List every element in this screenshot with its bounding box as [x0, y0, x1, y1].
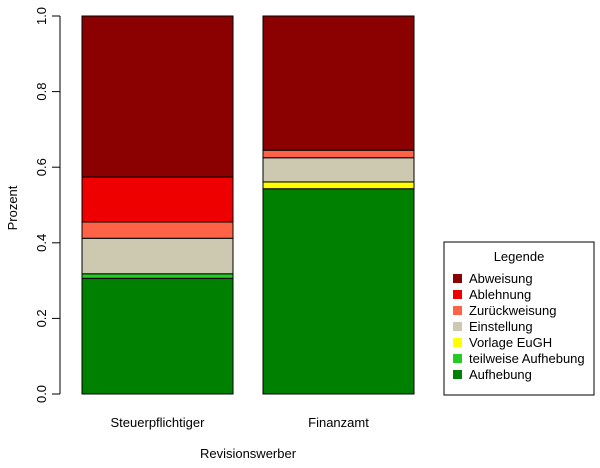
legend-swatch [453, 306, 462, 315]
y-tick-label: 1.0 [34, 7, 49, 25]
x-tick-label: Steuerpflichtiger [111, 415, 206, 430]
legend-swatch [453, 322, 462, 331]
legend-label: Vorlage EuGH [469, 335, 552, 350]
legend-label: Abweisung [469, 271, 533, 286]
bar-segment [262, 15, 415, 151]
bar-segment [81, 15, 234, 178]
bar-segment [81, 221, 234, 239]
bar-segment [262, 157, 415, 183]
legend-swatch [453, 290, 462, 299]
bar-segment [81, 176, 234, 223]
legend: Legende AbweisungAblehnungZurückweisungE… [443, 241, 595, 396]
y-tick-label: 0.2 [34, 309, 49, 327]
legend-label: Zurückweisung [469, 303, 556, 318]
legend-label: Einstellung [469, 319, 533, 334]
y-tick-label: 0.0 [34, 385, 49, 403]
legend-items: AbweisungAblehnungZurückweisungEinstellu… [453, 271, 585, 382]
y-axis-title: Prozent [5, 185, 20, 230]
bar-segment [262, 181, 415, 190]
legend-swatch [453, 274, 462, 283]
y-axis: 0.0 0.2 0.4 0.6 0.8 1.0 [34, 7, 61, 403]
legend-box [443, 241, 595, 396]
x-axis-labels: Steuerpflichtiger Finanzamt [111, 415, 370, 430]
bar-segment [81, 237, 234, 275]
legend-swatch [453, 370, 462, 379]
y-tick-label: 0.4 [34, 234, 49, 252]
bar-segment [81, 273, 234, 279]
y-tick-label: 0.8 [34, 83, 49, 101]
y-tick-label: 0.6 [34, 158, 49, 176]
legend-label: Aufhebung [469, 367, 532, 382]
legend-swatch [453, 338, 462, 347]
legend-label: teilweise Aufhebung [469, 351, 585, 366]
bar-segment [81, 277, 234, 395]
legend-swatch [453, 354, 462, 363]
legend-title: Legende [494, 249, 545, 264]
bar-segment [262, 188, 415, 395]
x-axis-title: Revisionswerber [200, 446, 297, 461]
bars [81, 15, 415, 395]
legend-label: Ablehnung [469, 287, 531, 302]
x-tick-label: Finanzamt [308, 415, 369, 430]
bar-segment [262, 149, 415, 159]
